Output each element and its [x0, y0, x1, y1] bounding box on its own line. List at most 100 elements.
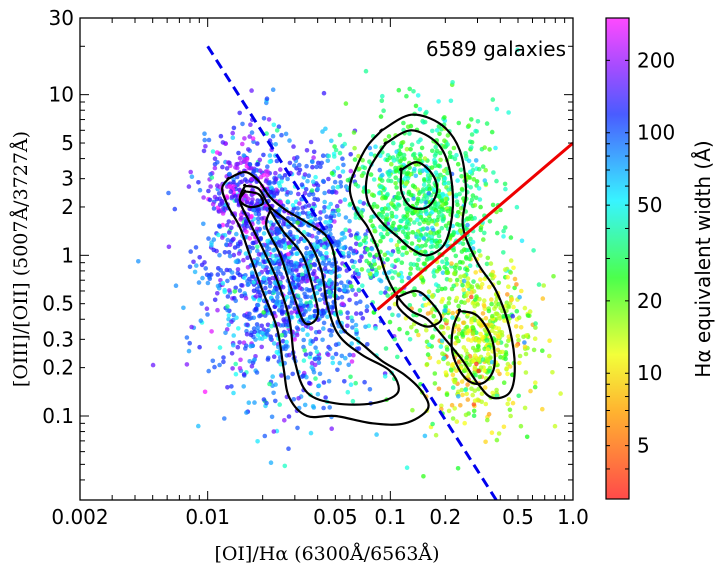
scatter-point [307, 250, 312, 256]
scatter-point [364, 308, 370, 314]
scatter-point [381, 226, 387, 232]
scatter-point [496, 280, 502, 286]
scatter-point [479, 399, 485, 405]
scatter-point [475, 119, 481, 124]
scatter-point [431, 313, 437, 319]
scatter-point [265, 169, 270, 174]
scatter-point [349, 359, 355, 364]
scatter-point [216, 232, 221, 238]
scatter-point [423, 217, 429, 223]
scatter-point [294, 251, 299, 256]
scatter-point [450, 385, 456, 390]
scatter-point [466, 158, 472, 164]
scatter-point [389, 210, 395, 216]
scatter-point [422, 119, 428, 125]
scatter-point [404, 206, 410, 212]
scatter-point [476, 344, 481, 349]
scatter-point [442, 144, 448, 150]
scatter-point [274, 349, 280, 355]
scatter-point [506, 304, 512, 310]
scatter-point [424, 109, 429, 115]
scatter-point [430, 148, 435, 154]
scatter-point [351, 130, 357, 135]
scatter-point [314, 235, 319, 240]
scatter-point [187, 340, 192, 346]
scatter-point [301, 358, 307, 363]
scatter-point [385, 191, 390, 197]
scatter-point [395, 246, 401, 252]
scatter-point [374, 432, 379, 437]
scatter-point [321, 405, 326, 411]
scatter-point [509, 296, 515, 302]
scatter-point [226, 322, 232, 328]
scatter-point [316, 329, 322, 335]
scatter-point [362, 379, 367, 385]
scatter-point [347, 228, 352, 233]
scatter-point [459, 379, 465, 384]
scatter-point [504, 343, 509, 348]
scatter-point [540, 348, 545, 354]
colorbar-tick-label: 20 [637, 289, 662, 313]
scatter-point [237, 366, 243, 371]
scatter-point [287, 244, 292, 250]
scatter-point [370, 223, 375, 228]
scatter-point [224, 222, 230, 228]
scatter-point [411, 89, 416, 94]
scatter-point [184, 335, 190, 340]
scatter-point [278, 271, 284, 277]
scatter-point [273, 170, 278, 176]
scatter-point [482, 298, 487, 303]
scatter-point [425, 311, 431, 316]
scatter-point [405, 170, 411, 175]
scatter-point [257, 168, 263, 173]
scatter-point [519, 288, 524, 294]
scatter-point [443, 304, 448, 309]
scatter-point [517, 360, 522, 366]
scatter-point [434, 222, 440, 227]
scatter-point [294, 234, 300, 240]
scatter-point [279, 373, 284, 378]
scatter-point [249, 364, 255, 369]
scatter-point [489, 129, 495, 135]
scatter-point [350, 325, 355, 330]
scatter-point [249, 88, 254, 93]
scatter-point [393, 175, 399, 180]
scatter-point [426, 289, 432, 295]
scatter-point [244, 200, 250, 205]
scatter-point [482, 276, 488, 282]
scatter-point [378, 224, 383, 229]
y-tick-label: 0.2 [42, 356, 74, 380]
scatter-point [267, 159, 273, 164]
scatter-point [465, 216, 470, 221]
scatter-point [506, 284, 511, 290]
scatter-point [388, 178, 394, 184]
scatter-point [270, 260, 275, 265]
scatter-point [279, 179, 284, 184]
scatter-point [325, 158, 331, 163]
scatter-point [217, 362, 222, 368]
scatter-point [393, 165, 398, 171]
scatter-point [384, 217, 389, 222]
scatter-point [255, 256, 260, 262]
scatter-point [312, 262, 318, 268]
scatter-point [532, 384, 538, 390]
scatter-point [430, 209, 435, 215]
scatter-point [305, 294, 310, 300]
scatter-point [255, 439, 260, 444]
scatter-point [329, 138, 334, 144]
scatter-point [444, 270, 449, 276]
scatter-point [258, 236, 264, 241]
scatter-point [315, 391, 321, 397]
scatter-point [470, 330, 476, 335]
scatter-point [489, 297, 494, 302]
scatter-point [189, 174, 195, 179]
scatter-point [412, 220, 417, 225]
scatter-point [187, 264, 193, 270]
scatter-point [484, 338, 490, 343]
solid-red-line [376, 141, 573, 311]
scatter-point [423, 302, 428, 308]
scatter-point [267, 381, 272, 387]
scatter-point [320, 178, 326, 184]
scatter-point [440, 216, 446, 222]
scatter-point [308, 326, 314, 331]
